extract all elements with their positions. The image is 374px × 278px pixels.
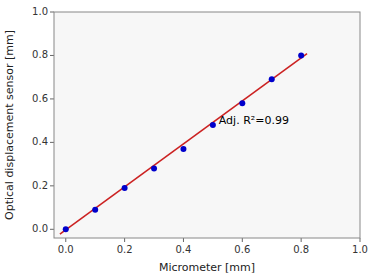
x-tick xyxy=(301,238,302,242)
data-point xyxy=(210,122,216,128)
plot-frame xyxy=(54,12,360,238)
x-tick-label: 0.0 xyxy=(58,244,74,255)
data-point xyxy=(122,185,128,191)
x-tick-label: 0.8 xyxy=(293,244,309,255)
data-point xyxy=(63,226,69,232)
data-point xyxy=(298,52,304,58)
annotation: Adj. R²=0.99 xyxy=(219,114,289,127)
y-tick xyxy=(50,142,54,143)
y-tick-label: 0.4 xyxy=(32,136,48,147)
regression-line xyxy=(60,54,307,234)
x-tick-label: 0.2 xyxy=(117,244,133,255)
data-point xyxy=(239,100,245,106)
plot-background xyxy=(54,12,360,238)
y-tick-label: 0.6 xyxy=(32,93,48,104)
y-tick-label: 0.0 xyxy=(32,223,48,234)
x-tick-label: 0.6 xyxy=(234,244,250,255)
axes: 0.0 0.2 0.4 0.6 0.8 1.0 0.0 0.2 0.4 0.6 0.8 1.0 xyxy=(32,6,368,255)
y-axis-label: Optical displacement sensor [mm] xyxy=(3,30,16,220)
chart: 0.0 0.2 0.4 0.6 0.8 1.0 0.0 0.2 0.4 0.6 0.8 1.0 Adj.… xyxy=(0,0,374,278)
x-tick-label: 0.4 xyxy=(176,244,192,255)
x-tick xyxy=(183,238,184,242)
data-point xyxy=(151,165,157,171)
x-tick-label: 1.0 xyxy=(352,244,368,255)
data-point xyxy=(269,76,275,82)
x-axis-label: Micrometer [mm] xyxy=(159,261,255,274)
y-tick xyxy=(50,185,54,186)
x-tick xyxy=(360,238,361,242)
y-tick xyxy=(50,229,54,230)
y-tick xyxy=(50,55,54,56)
y-tick-label: 0.2 xyxy=(32,180,48,191)
y-tick-label: 0.8 xyxy=(32,49,48,60)
x-tick xyxy=(242,238,243,242)
marks xyxy=(60,52,307,234)
y-tick-label: 1.0 xyxy=(32,6,48,17)
y-tick xyxy=(50,12,54,13)
y-tick xyxy=(50,98,54,99)
x-tick xyxy=(65,238,66,242)
data-point xyxy=(92,207,98,213)
data-point xyxy=(180,146,186,152)
x-tick xyxy=(124,238,125,242)
